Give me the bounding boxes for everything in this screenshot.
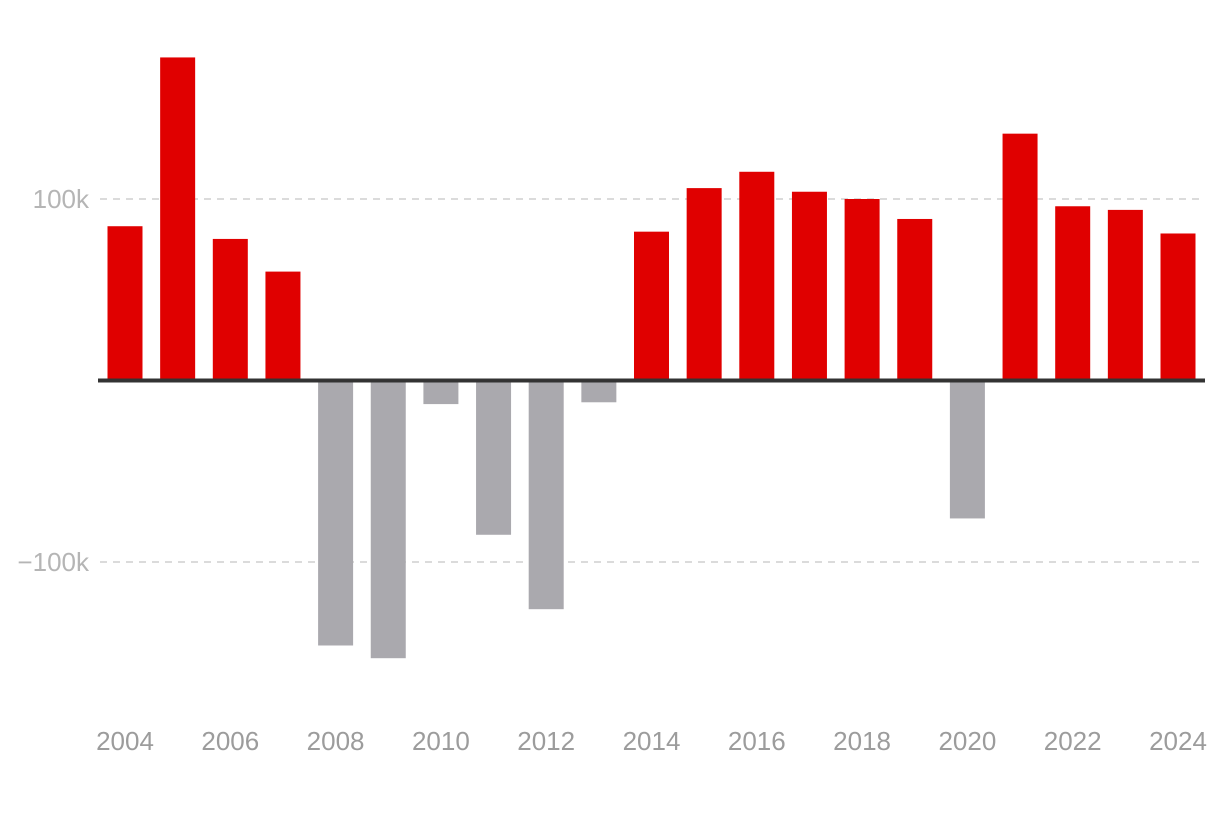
x-tick-label: 2022 <box>1044 726 1102 756</box>
x-tick-label: 2024 <box>1149 726 1207 756</box>
x-tick-label: 2004 <box>96 726 154 756</box>
bar-2006 <box>212 238 248 381</box>
bar-2018 <box>844 199 880 381</box>
bar-2020 <box>949 380 985 519</box>
y-tick-label: −100k <box>17 547 90 577</box>
y-tick-label: 100k <box>33 184 90 214</box>
bar-2004 <box>107 226 143 381</box>
x-tick-label: 2020 <box>938 726 996 756</box>
y-axis-tick-labels: 100k −100k <box>17 184 90 577</box>
x-tick-label: 2012 <box>517 726 575 756</box>
bars <box>107 57 1196 659</box>
bar-2024 <box>1160 233 1196 381</box>
x-tick-label: 2018 <box>833 726 891 756</box>
bar-2008 <box>318 380 354 646</box>
bar-2023 <box>1107 209 1143 381</box>
x-tick-label: 2016 <box>728 726 786 756</box>
bar-2013 <box>581 380 617 403</box>
x-tick-label: 2008 <box>307 726 365 756</box>
bar-2005 <box>160 57 196 381</box>
bar-2022 <box>1055 206 1091 381</box>
x-axis-tick-labels: 2004 2006 2008 2010 2012 2014 2016 2018 2020 2022… <box>96 726 1207 756</box>
bar-2012 <box>528 380 564 610</box>
x-tick-label: 2010 <box>412 726 470 756</box>
bar-2011 <box>476 380 512 535</box>
bar-2010 <box>423 380 459 405</box>
bar-2014 <box>634 231 669 381</box>
x-tick-label: 2006 <box>201 726 259 756</box>
bar-2015 <box>686 188 722 381</box>
x-tick-label: 2014 <box>623 726 681 756</box>
bar-2007 <box>265 271 301 381</box>
bar-2009 <box>370 380 406 659</box>
bar-2017 <box>791 191 827 381</box>
bar-2021 <box>1002 133 1038 381</box>
bar-2016 <box>739 171 775 381</box>
bar-2019 <box>897 218 933 381</box>
